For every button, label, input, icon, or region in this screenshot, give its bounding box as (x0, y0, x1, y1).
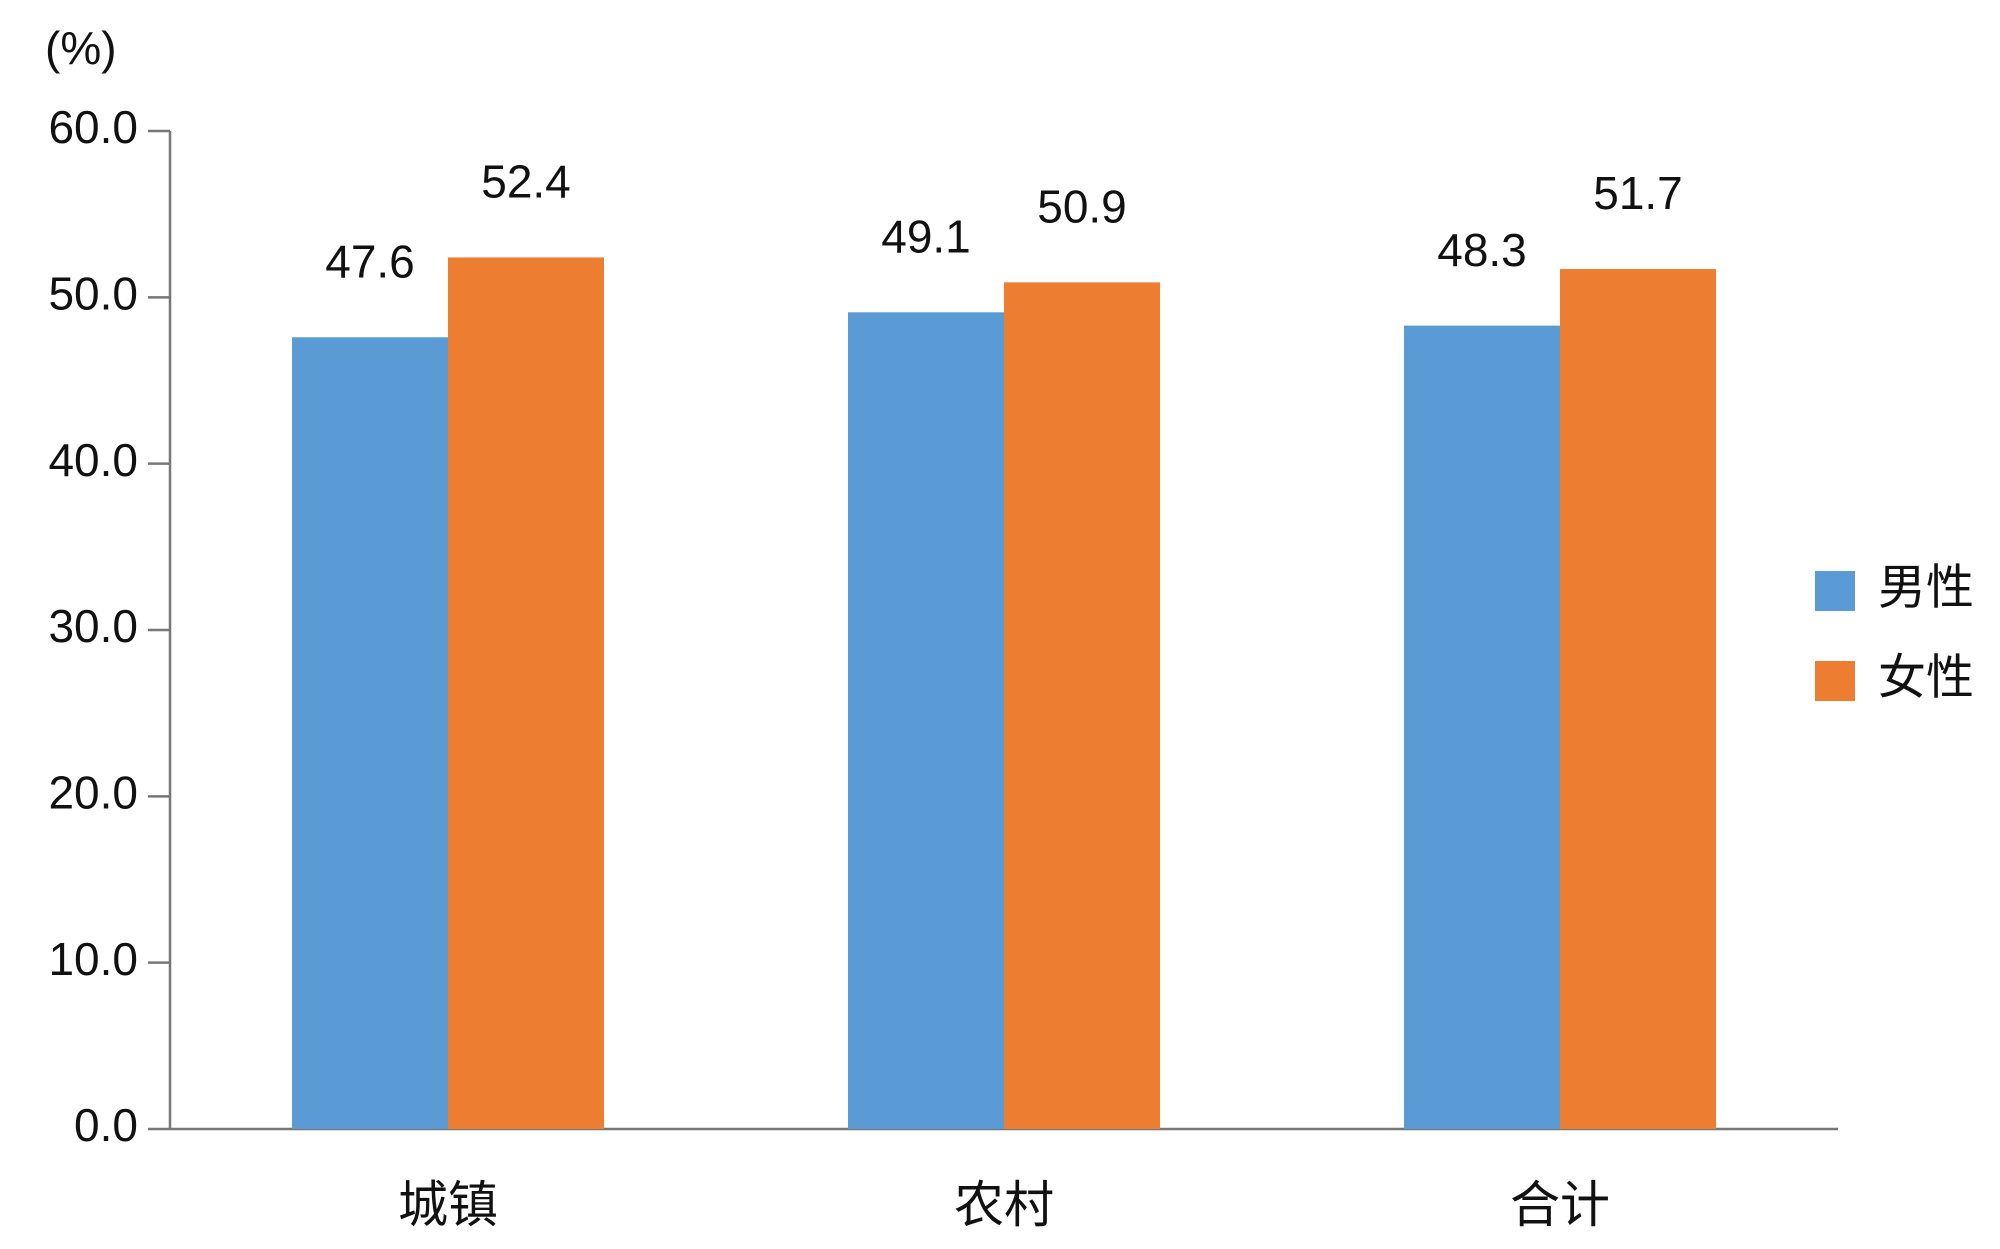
legend-label: 男性 (1878, 562, 1974, 615)
bar (848, 312, 1004, 1129)
bar (1560, 269, 1716, 1130)
x-tick-label: 合计 (1510, 1177, 1610, 1233)
y-tick-label: 60.0 (48, 101, 138, 153)
bar (292, 337, 448, 1130)
y-tick-label: 40.0 (48, 434, 138, 486)
value-label: 47.6 (325, 235, 415, 287)
bar (1404, 325, 1560, 1129)
bar (1004, 282, 1160, 1129)
y-tick-label: 50.0 (48, 267, 138, 319)
value-label: 48.3 (1437, 224, 1527, 276)
legend-swatch (1815, 661, 1855, 701)
y-axis-label: (%) (45, 22, 117, 74)
value-label: 52.4 (481, 156, 571, 208)
legend-swatch (1815, 571, 1855, 611)
y-tick-label: 20.0 (48, 766, 138, 818)
value-label: 50.9 (1037, 181, 1127, 233)
y-tick-label: 0.0 (74, 1099, 138, 1151)
value-label: 49.1 (881, 210, 971, 262)
value-label: 51.7 (1593, 167, 1683, 219)
x-tick-label: 农村 (954, 1177, 1054, 1233)
legend-label: 女性 (1878, 652, 1974, 705)
y-tick-label: 10.0 (48, 933, 138, 985)
bar (448, 257, 604, 1129)
y-tick-label: 30.0 (48, 600, 138, 652)
x-tick-label: 城镇 (398, 1177, 498, 1233)
